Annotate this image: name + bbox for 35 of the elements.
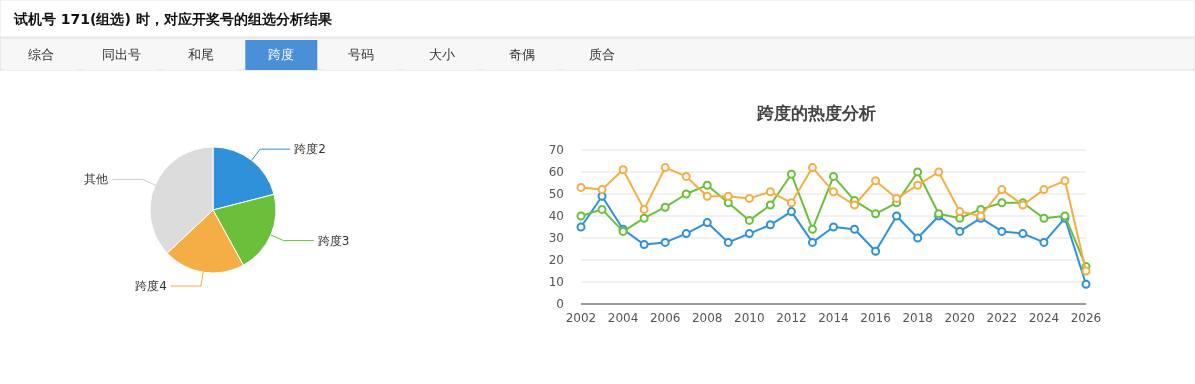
y-tick-label: 40 <box>548 209 564 223</box>
x-tick-label: 2004 <box>607 311 639 325</box>
category-label: 质合 <box>588 47 615 62</box>
x-tick-label: 2014 <box>818 311 849 325</box>
x-tick-label: 2016 <box>860 311 891 325</box>
category-label: 大小 <box>428 47 455 62</box>
text: 试机号 171(组选) 时，对应开奖号的组选分析结果 <box>13 11 333 27</box>
category-label: 跨度 <box>268 47 295 62</box>
category-label: 同出号 <box>101 47 141 62</box>
x-tick-label: 2018 <box>902 311 933 325</box>
y-tick-label: 0 <box>556 297 564 311</box>
category-label: 号码 <box>348 47 375 62</box>
x-tick-label: 2010 <box>734 311 765 325</box>
x-tick-label: 2008 <box>691 311 723 325</box>
y-tick-label: 10 <box>548 275 564 289</box>
y-tick-label: 20 <box>548 253 564 267</box>
x-tick-label: 2012 <box>776 311 807 325</box>
category-label: 综合 <box>28 47 54 62</box>
y-tick-label: 70 <box>548 143 564 157</box>
x-tick-label: 2024 <box>1028 311 1060 325</box>
category-label: 奇偶 <box>508 47 535 62</box>
y-tick-label: 50 <box>548 187 564 201</box>
slice-label: 跨度2 <box>294 142 326 157</box>
slice-label: 跨度4 <box>135 279 167 294</box>
x-tick-label: 2022 <box>986 311 1018 325</box>
x-tick-label: 2002 <box>565 311 597 325</box>
category-label: 和尾 <box>188 47 215 62</box>
chart-title: 跨度的热度分析 <box>755 103 876 123</box>
y-tick-label: 60 <box>548 165 564 179</box>
x-tick-label: 2006 <box>649 311 681 325</box>
slice-label: 跨度3 <box>317 233 350 248</box>
x-tick-label: 2026 <box>1070 311 1102 325</box>
x-tick-label: 2020 <box>944 311 976 325</box>
slice-label: 其他 <box>84 172 109 187</box>
y-tick-label: 30 <box>548 231 564 245</box>
